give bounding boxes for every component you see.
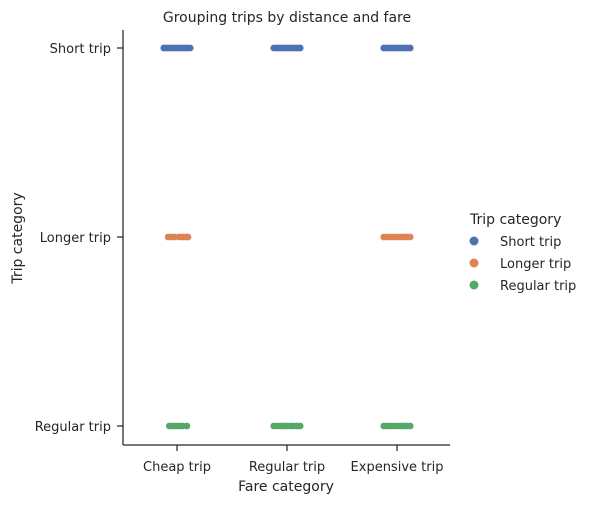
data-point-0-2-12	[406, 44, 414, 52]
legend-marker	[469, 258, 479, 268]
y-tick-label: Longer trip	[40, 231, 111, 246]
x-tick-label: Cheap trip	[143, 460, 211, 475]
data-point-0-1-12	[296, 44, 304, 52]
data-point-1-1-8	[406, 233, 414, 241]
legend: Trip category Short trip Longer trip Regul…	[469, 212, 576, 294]
legend-marker	[469, 236, 479, 246]
data-point-2-0-5	[183, 422, 191, 430]
legend-label: Longer trip	[500, 257, 571, 272]
legend-entries: Short trip Longer trip Regular trip	[469, 235, 576, 294]
x-tick-label: Regular trip	[249, 460, 325, 475]
chart-title: Grouping trips by distance and fare	[163, 10, 411, 26]
data-points	[160, 44, 414, 430]
x-ticks: Cheap trip Regular trip Expensive trip	[143, 445, 443, 475]
legend-label: Regular trip	[500, 279, 576, 294]
legend-title: Trip category	[469, 212, 561, 228]
legend-marker	[469, 280, 479, 290]
data-point-1-0-6	[184, 233, 192, 241]
plot-area: Short trip Longer trip Regular trip Cheap …	[35, 30, 450, 475]
data-point-2-2-8	[406, 422, 414, 430]
y-axis-label: Trip category	[10, 192, 26, 284]
y-ticks: Short trip Longer trip Regular trip	[35, 42, 123, 435]
data-point-0-0-12	[186, 44, 194, 52]
data-point-2-1-8	[296, 422, 304, 430]
legend-label: Short trip	[500, 235, 561, 250]
x-axis-label: Fare category	[238, 479, 334, 495]
x-tick-label: Expensive trip	[351, 460, 444, 475]
y-tick-label: Regular trip	[35, 420, 111, 435]
y-tick-label: Short trip	[50, 42, 111, 57]
